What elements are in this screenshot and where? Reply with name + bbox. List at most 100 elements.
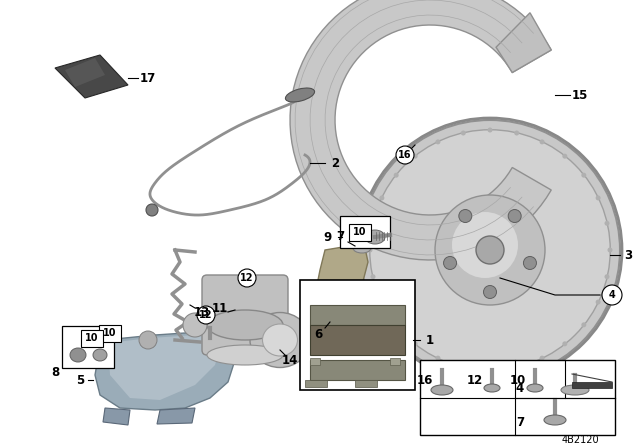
Ellipse shape <box>544 415 566 425</box>
Polygon shape <box>290 0 551 260</box>
Text: 3: 3 <box>624 249 632 262</box>
Polygon shape <box>355 380 377 387</box>
Ellipse shape <box>561 385 589 395</box>
Text: 10: 10 <box>103 328 116 338</box>
Polygon shape <box>572 382 612 388</box>
Ellipse shape <box>596 195 600 200</box>
Ellipse shape <box>207 310 283 340</box>
Ellipse shape <box>367 247 372 253</box>
Bar <box>62 326 114 368</box>
Ellipse shape <box>605 221 609 226</box>
Ellipse shape <box>524 256 536 270</box>
Ellipse shape <box>596 300 600 305</box>
Ellipse shape <box>605 274 609 279</box>
Ellipse shape <box>452 212 518 278</box>
Ellipse shape <box>394 172 399 178</box>
Bar <box>300 280 415 390</box>
Polygon shape <box>316 245 368 320</box>
Circle shape <box>183 313 207 337</box>
Ellipse shape <box>353 243 371 253</box>
Ellipse shape <box>435 356 440 361</box>
Text: 7: 7 <box>516 415 524 428</box>
Polygon shape <box>310 325 405 355</box>
Ellipse shape <box>262 324 298 356</box>
Ellipse shape <box>483 285 497 298</box>
Text: 10: 10 <box>85 333 99 343</box>
Bar <box>310 358 320 365</box>
Ellipse shape <box>435 195 545 305</box>
Polygon shape <box>305 380 327 387</box>
Ellipse shape <box>371 221 376 226</box>
Ellipse shape <box>563 154 567 159</box>
Circle shape <box>139 331 157 349</box>
Bar <box>420 360 615 435</box>
Ellipse shape <box>413 154 418 159</box>
Text: 12: 12 <box>240 273 253 283</box>
Text: 12: 12 <box>199 310 212 320</box>
Text: 17: 17 <box>140 72 156 85</box>
Ellipse shape <box>607 247 612 253</box>
Ellipse shape <box>581 172 586 178</box>
Text: 5: 5 <box>76 374 84 387</box>
Ellipse shape <box>540 356 545 361</box>
Ellipse shape <box>380 300 385 305</box>
Text: 15: 15 <box>572 89 588 102</box>
Ellipse shape <box>459 210 472 223</box>
Text: 16: 16 <box>398 150 412 160</box>
Bar <box>390 358 400 365</box>
Ellipse shape <box>435 139 440 144</box>
Ellipse shape <box>540 139 545 144</box>
Ellipse shape <box>461 130 466 135</box>
Text: 13: 13 <box>194 306 210 319</box>
Text: 11: 11 <box>212 302 228 314</box>
Polygon shape <box>103 408 130 425</box>
Ellipse shape <box>365 230 385 244</box>
Ellipse shape <box>444 256 456 270</box>
Ellipse shape <box>581 322 586 327</box>
Polygon shape <box>496 13 551 73</box>
Text: 2: 2 <box>331 156 339 169</box>
Ellipse shape <box>70 348 86 362</box>
Polygon shape <box>310 360 405 380</box>
Ellipse shape <box>413 341 418 346</box>
Polygon shape <box>310 305 405 325</box>
Polygon shape <box>108 333 222 400</box>
Text: 4: 4 <box>516 382 524 395</box>
FancyBboxPatch shape <box>81 329 103 346</box>
Ellipse shape <box>488 367 493 372</box>
Bar <box>340 216 390 248</box>
Circle shape <box>602 285 622 305</box>
Ellipse shape <box>514 365 519 370</box>
Text: 7: 7 <box>336 229 344 242</box>
Ellipse shape <box>93 349 107 361</box>
Circle shape <box>238 269 256 287</box>
Circle shape <box>197 306 215 324</box>
Text: 8: 8 <box>51 366 59 379</box>
Ellipse shape <box>488 128 493 133</box>
Ellipse shape <box>371 274 376 279</box>
Ellipse shape <box>370 130 611 370</box>
Ellipse shape <box>360 120 620 380</box>
FancyBboxPatch shape <box>99 324 121 341</box>
Ellipse shape <box>563 341 567 346</box>
Ellipse shape <box>508 210 521 223</box>
FancyBboxPatch shape <box>349 224 371 241</box>
Circle shape <box>146 204 158 216</box>
Text: 16: 16 <box>417 374 433 387</box>
Ellipse shape <box>250 313 310 367</box>
Text: 1: 1 <box>426 333 434 346</box>
Text: 14: 14 <box>282 353 298 366</box>
Ellipse shape <box>527 384 543 392</box>
Text: 12: 12 <box>467 374 483 387</box>
Ellipse shape <box>461 365 466 370</box>
Ellipse shape <box>207 345 283 365</box>
Text: 10: 10 <box>353 227 367 237</box>
Text: 9: 9 <box>324 231 332 244</box>
Ellipse shape <box>394 322 399 327</box>
Polygon shape <box>95 330 235 410</box>
Polygon shape <box>65 58 105 87</box>
Text: 4B2120: 4B2120 <box>561 435 599 445</box>
Ellipse shape <box>476 236 504 264</box>
Polygon shape <box>157 408 195 424</box>
Ellipse shape <box>484 384 500 392</box>
